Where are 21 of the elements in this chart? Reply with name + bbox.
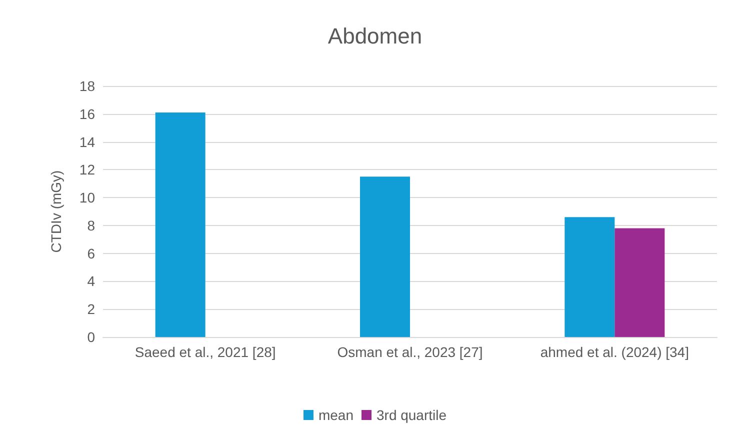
y-tick-label: 14 — [79, 134, 96, 150]
y-tick-label: 4 — [87, 273, 96, 290]
legend-label: 3rd quartile — [376, 407, 447, 423]
bar — [564, 217, 615, 337]
y-tick-label: 16 — [79, 106, 96, 122]
bar — [155, 112, 206, 337]
y-axis-title: CTDIv (mGy) — [48, 170, 64, 253]
x-tick-label: ahmed et al. (2024) [34] — [540, 344, 689, 360]
x-tick-label: Osman et al., 2023 [27] — [337, 344, 483, 360]
y-tick-label: 18 — [79, 78, 96, 94]
chart-title: Abdomen — [328, 24, 422, 48]
bar — [614, 228, 665, 337]
y-tick-label: 0 — [87, 329, 96, 345]
y-tick-label: 2 — [87, 301, 96, 318]
y-tick-label: 8 — [87, 217, 96, 234]
y-tick-label: 10 — [79, 190, 96, 206]
y-tick-label: 12 — [79, 162, 96, 178]
legend-label: mean — [318, 407, 354, 423]
x-tick-label: Saeed et al., 2021 [28] — [134, 344, 276, 360]
y-tick-label: 6 — [87, 245, 96, 262]
bar — [360, 176, 410, 337]
